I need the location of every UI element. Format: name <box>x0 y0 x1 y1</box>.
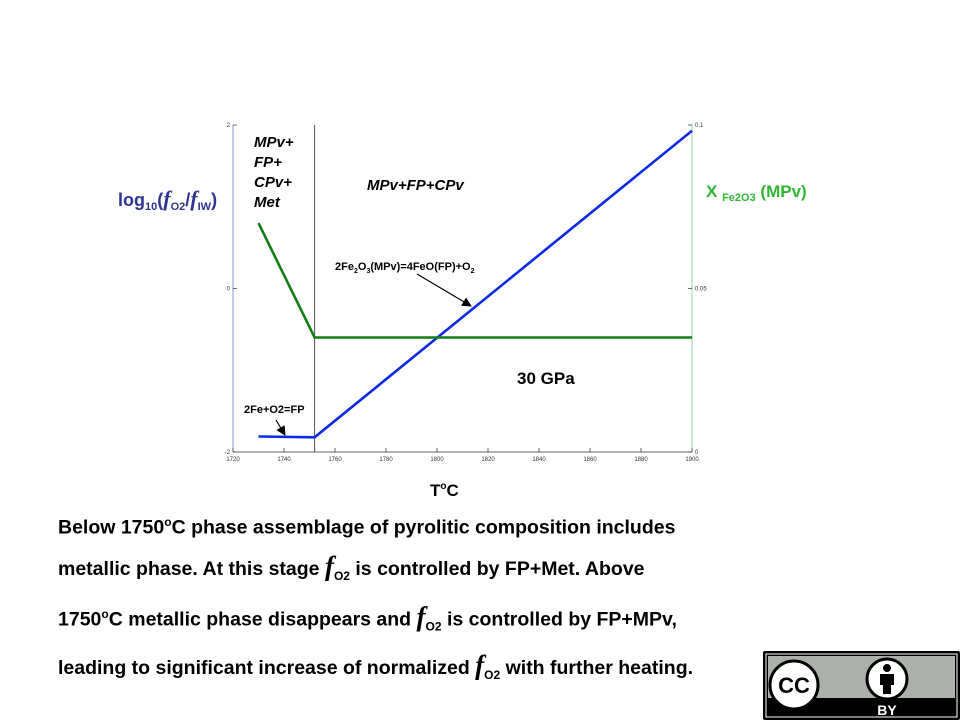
x-tick-label: 1760 <box>328 457 342 463</box>
cc-text: CC <box>778 673 810 698</box>
x-tick-label: 1840 <box>532 457 546 463</box>
x-tick-label: 1740 <box>277 457 291 463</box>
caption-text-span: with further heating. <box>500 657 694 680</box>
caption-line-2: metallic phase. At this stage fO2 is con… <box>58 547 918 595</box>
fo2-series-line <box>258 129 693 439</box>
caption-text-span: Below 1750 <box>58 516 165 539</box>
annotation-high-temp-assemblage: MPv+FP+CPv <box>367 177 465 194</box>
x-tick-label: 1880 <box>634 457 648 463</box>
cc-by-icon: CC BY <box>765 653 958 718</box>
y-right-tick-label: 0.05 <box>695 287 707 293</box>
caption-text-span: 1750 <box>58 608 102 631</box>
x-tick-label: 1720 <box>226 457 240 463</box>
caption-sup: o <box>164 515 172 529</box>
x-tick-label: 1820 <box>481 457 495 463</box>
x-tick-label: 1780 <box>379 457 393 463</box>
caption-line-3: 1750oC metallic phase disappears and fO2… <box>58 595 918 646</box>
cc-by-license-badge[interactable]: CC BY <box>763 651 960 720</box>
annotation-arrow-metal <box>275 419 286 436</box>
caption-text-span: C metallic phase disappears and <box>108 608 417 631</box>
xfe2o3-series-line <box>257 222 692 339</box>
by-text: BY <box>877 702 897 718</box>
caption-text-span: leading to significant increase of norma… <box>58 657 476 680</box>
caption-text-span: C phase assemblage of pyrolitic composit… <box>171 516 676 539</box>
y-right-tick-label: 0.1 <box>695 123 704 129</box>
x-axis-title: ToC <box>430 481 459 500</box>
annotation-low-temp-assemblage: CPv+ <box>254 174 292 191</box>
fugacity-symbol: f <box>416 601 426 632</box>
phase-chart: 1720 1740 1760 1780 1800 1820 1840 1860 1880 1900… <box>118 123 807 500</box>
annotation-mpv-reaction: 2Fe2O3(MPv)=4FeO(FP)+O2 <box>335 261 475 275</box>
right-axis-title: X Fe2O3 (MPv) <box>706 182 807 204</box>
caption-text-span: metallic phase. At this stage <box>58 558 325 580</box>
x-tick-label: 1900 <box>685 457 699 463</box>
x-tick-label: 1800 <box>430 457 444 463</box>
y-left-tick-label: 0 <box>227 287 231 293</box>
caption-text-span: is controlled by FP+Met. Above <box>349 558 645 580</box>
caption-text-span: is controlled by FP+MPv, <box>441 608 677 631</box>
fugacity-symbol: f <box>324 551 334 581</box>
cc-circle <box>768 659 820 711</box>
annotation-metal-reaction: 2Fe+O2=FP <box>244 404 305 416</box>
annotation-pressure: 30 GPa <box>517 369 575 388</box>
annotation-low-temp-assemblage: Met <box>254 194 281 211</box>
y-left-tick-label: 2 <box>227 123 231 129</box>
caption-sup: o <box>101 607 109 622</box>
annotation-arrow-mpv <box>416 273 472 307</box>
y-right-tick-label: 0 <box>695 450 699 456</box>
left-axis-title: log10(fO2/fIW) <box>118 186 217 213</box>
annotation-low-temp-assemblage: FP+ <box>254 154 282 171</box>
caption-text: Below 1750oC phase assemblage of pyrolit… <box>58 503 918 695</box>
caption-sub: O2 <box>425 619 442 634</box>
annotation-low-temp-assemblage: MPv+ <box>254 134 294 151</box>
caption-sub: O2 <box>333 568 350 583</box>
caption-line-4: leading to significant increase of norma… <box>58 646 918 694</box>
fugacity-symbol: f <box>475 650 485 681</box>
caption-line-1: Below 1750oC phase assemblage of pyrolit… <box>58 503 918 547</box>
y-left-tick-label: -2 <box>225 450 231 456</box>
caption-sub: O2 <box>484 668 501 683</box>
x-tick-label: 1860 <box>583 457 597 463</box>
